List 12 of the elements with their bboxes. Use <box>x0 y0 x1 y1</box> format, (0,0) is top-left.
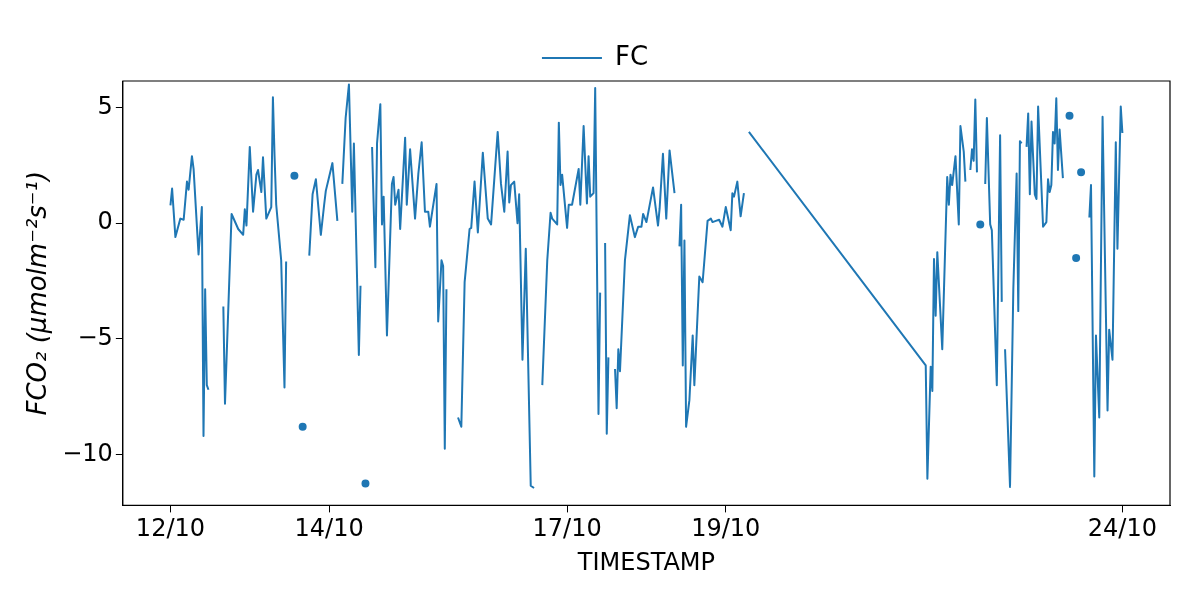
y-tick-label: 0 <box>97 207 113 236</box>
y-tick-label: −5 <box>77 323 113 352</box>
y-tick-label: −10 <box>62 438 113 467</box>
x-tick-label: 17/10 <box>532 514 602 543</box>
legend-label: FC <box>614 40 649 71</box>
x-tick-label: 14/10 <box>294 514 364 543</box>
x-tick-label: 24/10 <box>1087 514 1157 543</box>
x-tick-label: 12/10 <box>135 514 206 543</box>
y-axis-title: FCO₂ (μmolm⁻²s⁻¹) <box>22 170 53 416</box>
x-axis-title: TIMESTAMP <box>576 547 716 576</box>
x-tick-label: 19/10 <box>691 514 761 543</box>
y-tick-label: 5 <box>97 91 113 120</box>
